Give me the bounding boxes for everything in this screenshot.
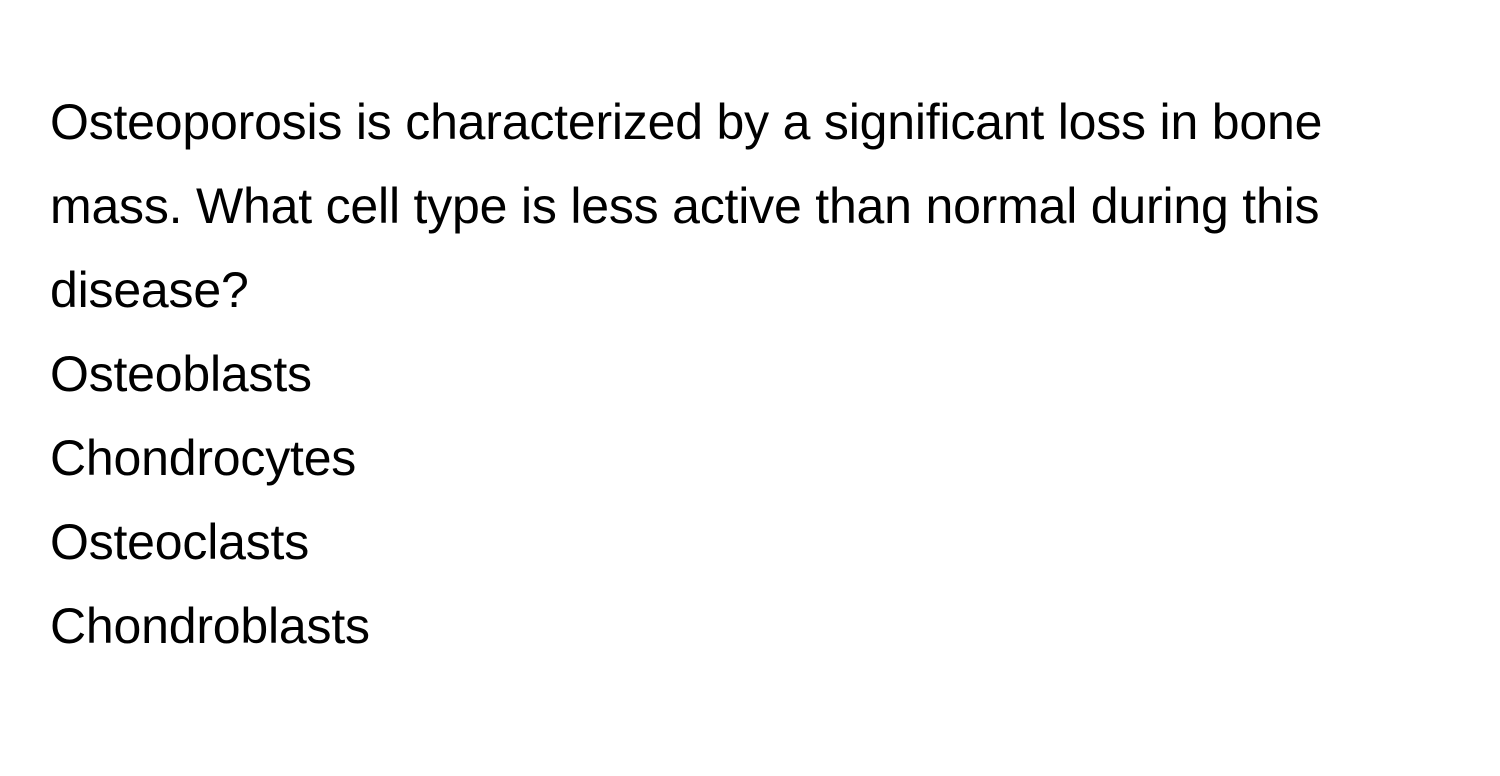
question-block: Osteoporosis is characterized by a signi…: [0, 0, 1500, 718]
option-2[interactable]: Chondrocytes: [50, 416, 1450, 500]
options-list: Osteoblasts Chondrocytes Osteoclasts Cho…: [50, 332, 1450, 668]
option-3[interactable]: Osteoclasts: [50, 500, 1450, 584]
option-4[interactable]: Chondroblasts: [50, 584, 1450, 668]
option-1[interactable]: Osteoblasts: [50, 332, 1450, 416]
question-prompt: Osteoporosis is characterized by a signi…: [50, 80, 1450, 332]
